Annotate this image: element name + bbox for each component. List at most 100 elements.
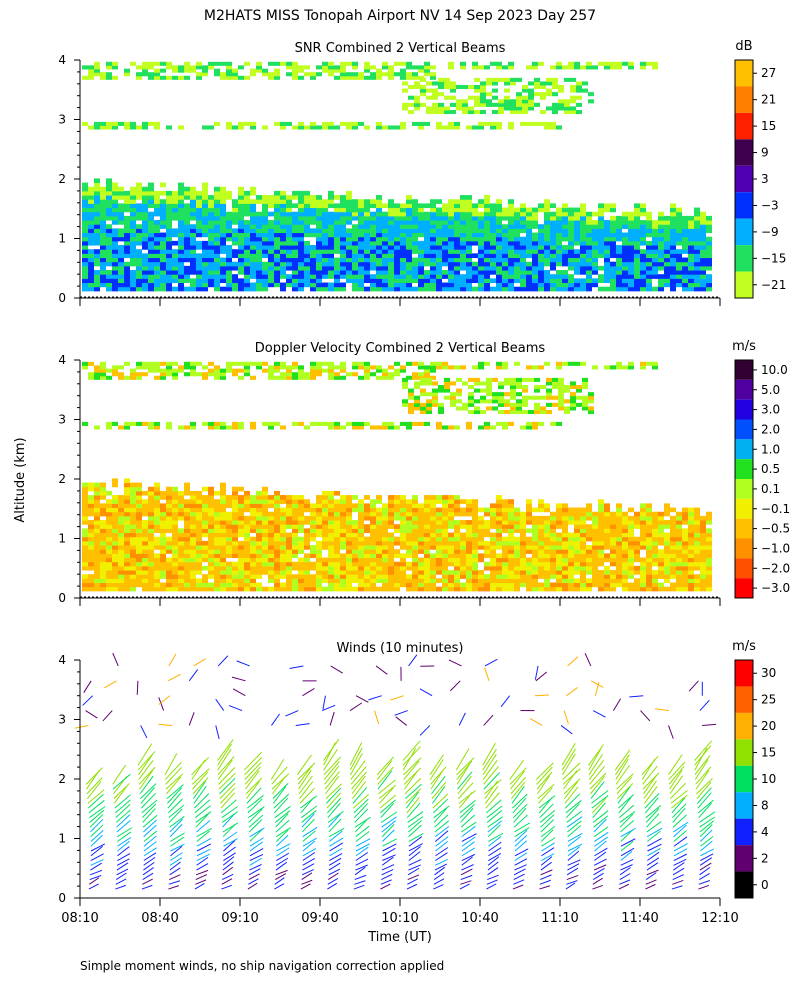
heatmap-cell	[646, 565, 652, 571]
heatmap-cell	[244, 495, 250, 500]
heatmap-cell	[682, 245, 688, 250]
heatmap-cell	[184, 570, 190, 575]
heatmap-cell	[604, 265, 610, 271]
heatmap-cell	[142, 232, 148, 238]
heatmap-cell	[532, 220, 538, 225]
heatmap-cell	[406, 228, 412, 234]
heatmap-cell	[256, 511, 262, 517]
heatmap-cell	[562, 574, 568, 579]
heatmap-cell	[550, 565, 556, 571]
heatmap-cell	[568, 574, 574, 579]
heatmap-cell	[664, 236, 670, 242]
heatmap-cell	[202, 203, 208, 209]
heatmap-cell	[670, 286, 676, 292]
heatmap-cell	[622, 557, 628, 563]
heatmap-cell	[346, 220, 352, 225]
heatmap-cell	[522, 95, 528, 100]
heatmap-cell	[550, 586, 556, 592]
heatmap-cell	[658, 257, 664, 263]
heatmap-cell	[196, 224, 202, 229]
heatmap-cell	[628, 240, 634, 246]
heatmap-cell	[178, 186, 184, 192]
heatmap-cell	[418, 282, 424, 288]
heatmap-cell	[480, 88, 486, 93]
heatmap-cell	[592, 553, 598, 559]
heatmap-cell	[388, 125, 394, 130]
heatmap-cell	[670, 574, 676, 579]
heatmap-cell	[484, 257, 490, 263]
heatmap-cell	[208, 282, 214, 288]
heatmap-cell	[178, 253, 184, 259]
heatmap-cell	[580, 240, 586, 246]
heatmap-cell	[688, 236, 694, 242]
heatmap-cell	[532, 553, 538, 559]
heatmap-cell	[274, 224, 280, 229]
heatmap-cell	[280, 253, 286, 259]
heatmap-cell	[106, 182, 112, 188]
heatmap-cell	[352, 507, 358, 513]
heatmap-cell	[532, 536, 538, 542]
heatmap-cell	[82, 249, 88, 254]
heatmap-cell	[340, 545, 346, 550]
heatmap-cell	[706, 286, 712, 292]
heatmap-cell	[328, 570, 334, 575]
heatmap-cell	[178, 549, 184, 554]
heatmap-cell	[592, 65, 598, 70]
heatmap-cell	[658, 570, 664, 575]
heatmap-cell	[202, 253, 208, 259]
heatmap-cell	[526, 261, 532, 267]
heatmap-cell	[682, 532, 688, 538]
heatmap-cell	[582, 81, 588, 86]
heatmap-cell	[292, 190, 298, 196]
heatmap-cell	[148, 507, 154, 513]
heatmap-cell	[562, 286, 568, 292]
heatmap-cell	[88, 240, 94, 246]
heatmap-cell	[100, 574, 106, 579]
heatmap-cell	[160, 274, 166, 279]
heatmap-cell	[328, 257, 334, 263]
heatmap-cell	[652, 245, 658, 250]
heatmap-cell	[652, 511, 658, 517]
heatmap-cell	[400, 274, 406, 279]
heatmap-cell	[454, 253, 460, 259]
heatmap-cell	[292, 195, 298, 200]
heatmap-cell	[172, 228, 178, 234]
heatmap-cell	[238, 207, 244, 213]
heatmap-cell	[520, 228, 526, 234]
heatmap-cell	[304, 532, 310, 538]
heatmap-cell	[520, 570, 526, 575]
heatmap-cell	[462, 106, 468, 111]
heatmap-cell	[262, 586, 268, 592]
heatmap-cell	[682, 257, 688, 263]
heatmap-cell	[142, 190, 148, 196]
heatmap-cell	[226, 578, 232, 584]
heatmap-cell	[88, 72, 94, 77]
heatmap-cell	[304, 274, 310, 279]
heatmap-cell	[658, 540, 664, 546]
heatmap-cell	[184, 503, 190, 509]
heatmap-cell	[442, 545, 448, 550]
heatmap-cell	[616, 257, 622, 263]
heatmap-cell	[676, 265, 682, 271]
heatmap-cell	[280, 495, 286, 500]
heatmap-cell	[304, 574, 310, 579]
heatmap-cell	[400, 557, 406, 563]
heatmap-cell	[130, 545, 136, 550]
heatmap-cell	[460, 274, 466, 279]
heatmap-cell	[88, 536, 94, 542]
heatmap-cell	[292, 524, 298, 529]
heatmap-cell	[592, 511, 598, 517]
heatmap-cell	[682, 557, 688, 563]
heatmap-cell	[516, 99, 522, 104]
heatmap-cell	[370, 228, 376, 234]
heatmap-cell	[346, 75, 352, 80]
heatmap-cell	[370, 511, 376, 517]
heatmap-cell	[298, 274, 304, 279]
heatmap-cell	[328, 282, 334, 288]
heatmap-cell	[106, 186, 112, 192]
heatmap-cell	[130, 524, 136, 529]
heatmap-cell	[610, 524, 616, 529]
heatmap-cell	[432, 92, 438, 97]
heatmap-cell	[238, 245, 244, 250]
heatmap-cell	[442, 524, 448, 529]
